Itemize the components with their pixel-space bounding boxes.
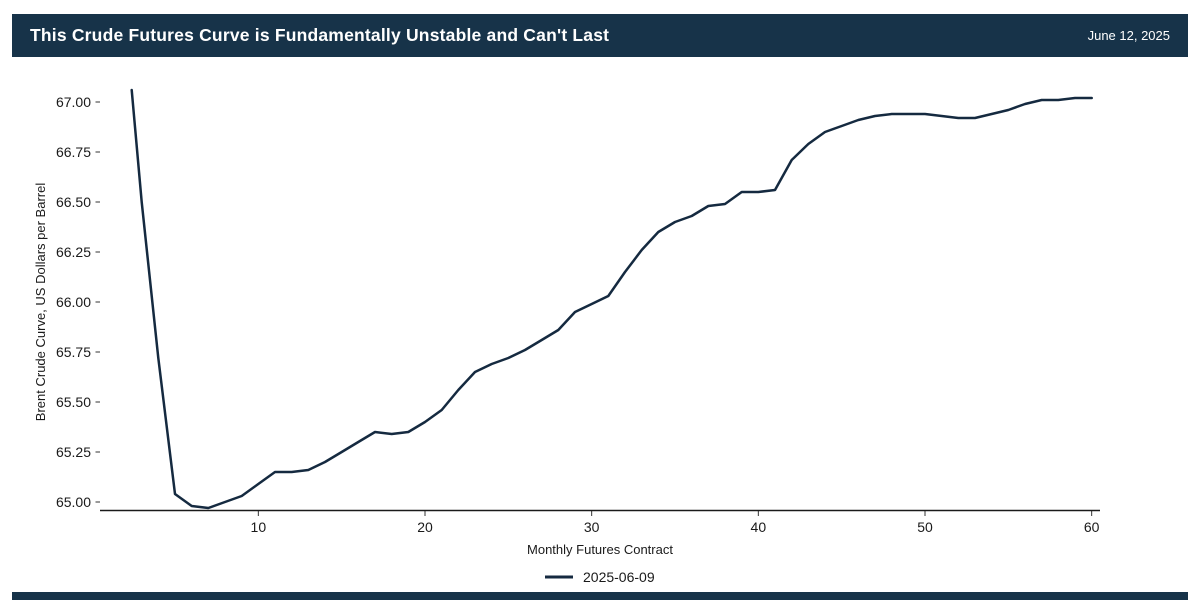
x-tick-label: 10: [251, 519, 267, 535]
x-axis-title: Monthly Futures Contract: [527, 542, 673, 557]
footer-bar: [12, 592, 1188, 600]
chart-title: This Crude Futures Curve is Fundamentall…: [30, 25, 610, 45]
header-bar: This Crude Futures Curve is Fundamentall…: [12, 14, 1188, 57]
y-tick-label: 66.50: [56, 194, 91, 210]
x-axis-ticks: 10 20 30 40 50 60: [251, 511, 1100, 535]
legend-label: 2025-06-09: [583, 569, 655, 585]
y-axis-ticks: 65.00 65.25 65.50 65.75 66.00 66.25 66.50 66.75…: [56, 94, 100, 510]
y-axis-title: Brent Crude Curve, US Dollars per Barrel: [33, 183, 48, 422]
header-date: June 12, 2025: [1087, 28, 1170, 43]
x-tick-label: 30: [584, 519, 600, 535]
y-tick-label: 66.75: [56, 144, 91, 160]
y-tick-label: 65.25: [56, 444, 91, 460]
x-tick-label: 40: [751, 519, 767, 535]
y-tick-label: 65.00: [56, 494, 91, 510]
legend: 2025-06-09: [545, 569, 655, 585]
x-tick-label: 20: [417, 519, 433, 535]
x-tick-label: 50: [917, 519, 933, 535]
x-tick-label: 60: [1084, 519, 1100, 535]
price-curve-line: [130, 88, 1093, 510]
y-tick-label: 67.00: [56, 94, 91, 110]
y-tick-label: 65.50: [56, 394, 91, 410]
y-tick-label: 66.00: [56, 294, 91, 310]
y-tick-label: 66.25: [56, 244, 91, 260]
y-tick-label: 65.75: [56, 344, 91, 360]
